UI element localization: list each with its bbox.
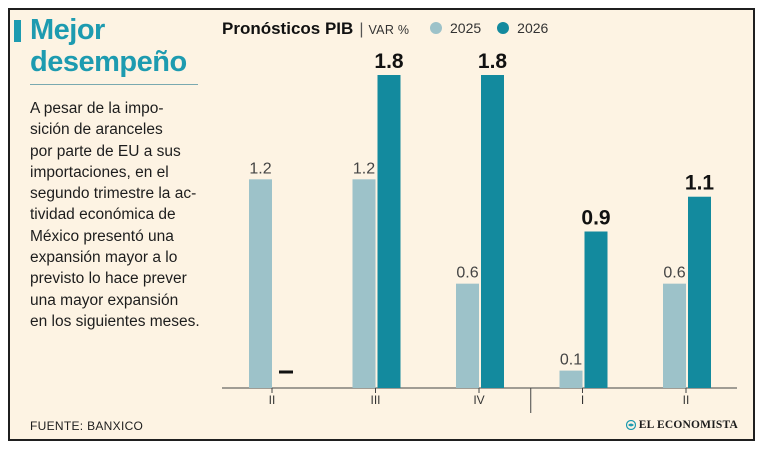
x-tick-label: IV bbox=[473, 393, 484, 407]
legend-label-2026: 2026 bbox=[517, 20, 549, 36]
brand-logo-icon bbox=[625, 420, 636, 430]
x-tick-label: II bbox=[269, 393, 276, 407]
bar-2026 bbox=[688, 196, 711, 388]
chart-legend: 2025 2026 bbox=[430, 20, 548, 36]
title-separator: | bbox=[359, 21, 364, 38]
headline-text: Mejor desempeño bbox=[30, 14, 187, 78]
data-label-2026: 1.8 bbox=[374, 50, 404, 73]
headline-divider bbox=[30, 84, 198, 85]
bar-2025 bbox=[559, 370, 583, 388]
data-label-2025: 0.6 bbox=[663, 265, 685, 282]
data-label-2025: 0.6 bbox=[456, 265, 478, 282]
legend-swatch-2025 bbox=[430, 22, 442, 34]
data-label-2025: 0.1 bbox=[560, 352, 582, 369]
headline-accent-bar bbox=[14, 20, 21, 42]
chart-title-block: Pronósticos PIB | VAR % bbox=[222, 19, 409, 39]
legend-swatch-2026 bbox=[497, 22, 510, 34]
brand-name: EL ECONOMISTA bbox=[638, 419, 738, 431]
bar-2026 bbox=[584, 231, 608, 388]
bar-2026 bbox=[377, 75, 401, 388]
x-tick-label: II bbox=[683, 393, 690, 407]
data-label-2026: 0.9 bbox=[581, 207, 610, 230]
legend-label-2025: 2025 bbox=[450, 20, 482, 36]
x-tick-label: I bbox=[581, 393, 584, 407]
bar-2025 bbox=[352, 179, 376, 388]
publisher-brand: EL ECONOMISTA bbox=[625, 419, 738, 431]
data-label-2025: 1.2 bbox=[353, 160, 375, 177]
source-note: FUENTE: BANXICO bbox=[30, 419, 144, 433]
bar-2025 bbox=[663, 283, 686, 388]
bar-2025 bbox=[456, 283, 479, 388]
legend-item-2025: 2025 bbox=[430, 20, 481, 36]
data-label-2026: 1.1 bbox=[685, 172, 715, 195]
data-label-2026: 1.8 bbox=[478, 50, 508, 73]
bar-2025 bbox=[249, 179, 272, 388]
body-paragraph: A pesar de la impo- sición de aranceles … bbox=[30, 100, 200, 330]
data-label-2025: 1.2 bbox=[249, 160, 271, 177]
bar-2026 bbox=[481, 75, 504, 388]
headline: Mejor desempeño bbox=[30, 14, 210, 78]
legend-item-2026: 2026 bbox=[497, 20, 548, 36]
chart-unit: VAR % bbox=[368, 23, 410, 37]
x-tick-label: III bbox=[370, 393, 380, 407]
chart-title: Pronósticos PIB bbox=[222, 19, 354, 38]
